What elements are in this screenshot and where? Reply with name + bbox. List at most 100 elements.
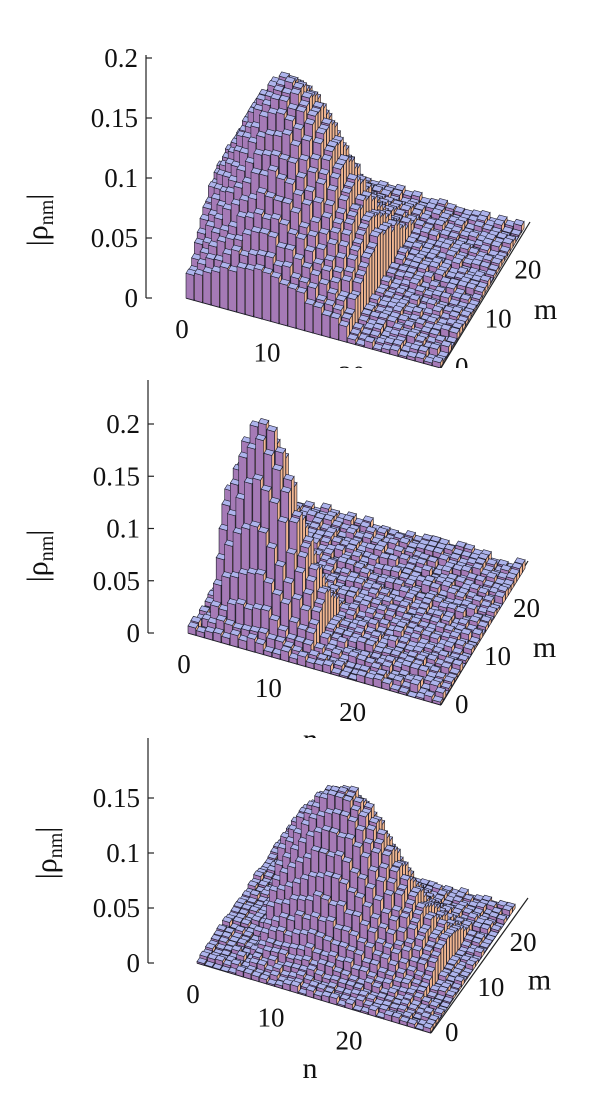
z-tick-label: 0.1 [106, 514, 140, 544]
z-tick-label: 0 [127, 948, 141, 978]
bar [427, 555, 439, 571]
m-tick-label: 0 [455, 352, 469, 368]
m-tick-label: 0 [455, 689, 469, 719]
bar [347, 333, 359, 346]
n-tick-label: 20 [339, 361, 366, 368]
bar [429, 1000, 440, 1011]
z-tick-label: 0.05 [91, 223, 138, 253]
z-tick-label: 0.2 [104, 43, 138, 73]
z-tick-label: 0 [125, 283, 139, 313]
bar [282, 978, 294, 992]
panel-top: 00.050.10.150.20102001020nm|ρnm| [0, 0, 604, 368]
n-axis-label: n [303, 1052, 318, 1085]
m-tick-label: 20 [510, 927, 537, 957]
bar [240, 918, 252, 930]
bar [356, 636, 368, 653]
bar [334, 543, 346, 560]
bar [329, 992, 340, 1006]
z-tick-label: 0 [127, 618, 141, 648]
m-axis-label: m [533, 631, 556, 664]
bars [196, 784, 516, 1034]
m-tick-label: 20 [513, 593, 540, 623]
panel-middle: 00.050.10.150.20102001020nm|ρnm| [0, 368, 604, 738]
bar [432, 355, 444, 368]
bar [212, 963, 223, 971]
bar [468, 230, 480, 243]
bar [409, 678, 421, 695]
bar [473, 946, 485, 959]
bar [460, 627, 472, 645]
bars [185, 71, 525, 368]
n-tick-label: 0 [186, 979, 200, 1009]
m-tick-label: 10 [485, 303, 512, 333]
bar [368, 1004, 379, 1018]
m-axis-label: m [534, 293, 557, 326]
n-axis-label: n [303, 723, 318, 738]
panel-bottom: 0 0.05 0.1 0.15 0 10 20 0 10 20 n m |ρnm| [0, 738, 604, 1108]
z-tick-label: 0.05 [93, 566, 140, 596]
bar [471, 628, 484, 642]
bar [205, 942, 216, 954]
bar [389, 683, 402, 694]
bar [439, 1001, 451, 1009]
n-tick-label: 20 [339, 697, 366, 727]
bar [434, 686, 447, 702]
bar [222, 916, 233, 929]
z-axis-label: |ρnm| [21, 530, 58, 583]
z-tick-label: 0.1 [106, 838, 140, 868]
bar [372, 343, 384, 353]
n-tick-label: 10 [254, 337, 281, 367]
m-axis-label: m [528, 964, 551, 997]
bar [490, 924, 502, 934]
bar [290, 980, 301, 995]
bar [196, 957, 208, 967]
n-tick-label: 0 [175, 314, 189, 344]
m-tick-label: 20 [514, 255, 541, 285]
bar [297, 987, 309, 997]
z-tick-label: 0.15 [93, 783, 140, 813]
z-tick-label: 0.05 [93, 893, 140, 923]
bar [391, 1011, 403, 1025]
bar [204, 960, 216, 969]
m-tick-label: 10 [484, 641, 511, 671]
bar [432, 695, 444, 706]
bar [454, 606, 467, 622]
bar [314, 642, 326, 657]
bar [422, 1022, 434, 1034]
z-axis-label: |ρnm| [21, 194, 58, 247]
z-tick-label: 0.2 [106, 409, 140, 439]
bar [394, 253, 406, 267]
bar [255, 637, 267, 656]
bar [375, 286, 387, 299]
bar [253, 263, 265, 320]
n-tick-label: 20 [336, 1026, 363, 1056]
bar [387, 537, 399, 554]
m-tick-label: 10 [477, 972, 504, 1002]
bar [339, 670, 351, 680]
bar [381, 677, 393, 692]
bar [409, 662, 421, 678]
m-axis-line [430, 897, 529, 1034]
bar [455, 575, 467, 589]
bar [345, 608, 357, 623]
m-axis-line [440, 221, 531, 368]
bars [187, 417, 526, 706]
bar [465, 959, 476, 972]
bar [423, 270, 435, 285]
bar [253, 870, 264, 883]
n-tick-label: 0 [177, 649, 191, 679]
n-tick-label: 10 [258, 1002, 285, 1032]
bar [466, 602, 478, 619]
bar3d-chart-middle: 00.050.10.150.20102001020nm|ρnm| [21, 380, 556, 738]
bar [440, 681, 452, 693]
m-tick-label: 0 [445, 1017, 459, 1047]
z-tick-label: 0.1 [104, 163, 138, 193]
bar [187, 621, 199, 637]
bar [497, 559, 509, 569]
bar [496, 913, 508, 926]
z-tick-label: 0.15 [91, 103, 138, 133]
z-axis-label: |ρnm| [30, 827, 67, 880]
n-tick-label: 10 [255, 673, 282, 703]
